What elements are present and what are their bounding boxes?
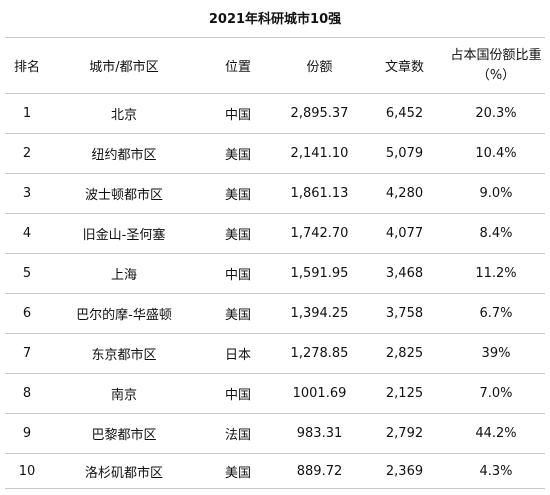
cell-articles: 3,758 xyxy=(362,293,447,334)
table-row: 6 巴尔的摩-华盛顿 美国 1,394.25 3,758 6.7% xyxy=(5,293,545,334)
cell-location: 美国 xyxy=(199,453,277,489)
cell-share: 1,861.13 xyxy=(277,173,362,214)
cell-share: 1,591.95 xyxy=(277,253,362,294)
cell-rank: 8 xyxy=(5,373,49,414)
cell-articles: 2,369 xyxy=(362,453,447,489)
table-row: 9 巴黎都市区 法国 983.31 2,792 44.2% xyxy=(5,413,545,454)
header-share: 份额 xyxy=(277,37,362,94)
header-row: 排名 城市/都市区 位置 份额 文章数 占本国份额比重（%） xyxy=(5,37,545,94)
cell-share: 1001.69 xyxy=(277,373,362,414)
cell-rank: 7 xyxy=(5,333,49,374)
table-row: 2 纽约都市区 美国 2,141.10 5,079 10.4% xyxy=(5,133,545,174)
cell-city: 东京都市区 xyxy=(49,333,199,374)
cell-city: 上海 xyxy=(49,253,199,294)
header-location: 位置 xyxy=(199,37,277,94)
cell-articles: 4,077 xyxy=(362,213,447,254)
cell-location: 日本 xyxy=(199,333,277,374)
cell-location: 美国 xyxy=(199,133,277,174)
cell-articles: 2,825 xyxy=(362,333,447,374)
cell-articles: 3,468 xyxy=(362,253,447,294)
cell-share: 1,742.70 xyxy=(277,213,362,254)
header-rank: 排名 xyxy=(5,37,49,94)
cell-pct: 7.0% xyxy=(447,373,545,414)
cell-share: 1,278.85 xyxy=(277,333,362,374)
cell-rank: 6 xyxy=(5,293,49,334)
cell-city: 洛杉矶都市区 xyxy=(49,453,199,489)
cell-location: 美国 xyxy=(199,173,277,214)
cell-city: 旧金山-圣何塞 xyxy=(49,213,199,254)
cell-share: 889.72 xyxy=(277,453,362,489)
cell-pct: 4.3% xyxy=(447,453,545,489)
cell-city: 北京 xyxy=(49,93,199,134)
cell-rank: 5 xyxy=(5,253,49,294)
cell-pct: 20.3% xyxy=(447,93,545,134)
cell-location: 美国 xyxy=(199,213,277,254)
table-row: 10 洛杉矶都市区 美国 889.72 2,369 4.3% xyxy=(5,453,545,489)
table-row: 7 东京都市区 日本 1,278.85 2,825 39% xyxy=(5,333,545,374)
cell-share: 2,141.10 xyxy=(277,133,362,174)
cell-location: 中国 xyxy=(199,373,277,414)
header-articles: 文章数 xyxy=(362,37,447,94)
cell-articles: 2,792 xyxy=(362,413,447,454)
cell-rank: 3 xyxy=(5,173,49,214)
cell-articles: 5,079 xyxy=(362,133,447,174)
cell-city: 巴黎都市区 xyxy=(49,413,199,454)
cell-location: 法国 xyxy=(199,413,277,454)
cell-location: 中国 xyxy=(199,93,277,134)
table-row: 3 波士顿都市区 美国 1,861.13 4,280 9.0% xyxy=(5,173,545,214)
cell-pct: 9.0% xyxy=(447,173,545,214)
cell-city: 南京 xyxy=(49,373,199,414)
table-row: 8 南京 中国 1001.69 2,125 7.0% xyxy=(5,373,545,414)
cell-share: 2,895.37 xyxy=(277,93,362,134)
table-row: 5 上海 中国 1,591.95 3,468 11.2% xyxy=(5,253,545,294)
cell-articles: 2,125 xyxy=(362,373,447,414)
cell-city: 纽约都市区 xyxy=(49,133,199,174)
cell-pct: 8.4% xyxy=(447,213,545,254)
header-city: 城市/都市区 xyxy=(49,37,199,94)
cell-pct: 44.2% xyxy=(447,413,545,454)
cell-pct: 11.2% xyxy=(447,253,545,294)
cell-rank: 1 xyxy=(5,93,49,134)
cell-city: 波士顿都市区 xyxy=(49,173,199,214)
ranking-table: 排名 城市/都市区 位置 份额 文章数 占本国份额比重（%） 1 北京 中国 2,89… xyxy=(5,37,545,489)
cell-share: 983.31 xyxy=(277,413,362,454)
cell-share: 1,394.25 xyxy=(277,293,362,334)
cell-pct: 6.7% xyxy=(447,293,545,334)
table-row: 1 北京 中国 2,895.37 6,452 20.3% xyxy=(5,93,545,134)
cell-rank: 4 xyxy=(5,213,49,254)
cell-city: 巴尔的摩-华盛顿 xyxy=(49,293,199,334)
cell-articles: 4,280 xyxy=(362,173,447,214)
cell-articles: 6,452 xyxy=(362,93,447,134)
cell-rank: 2 xyxy=(5,133,49,174)
cell-location: 美国 xyxy=(199,293,277,334)
cell-pct: 10.4% xyxy=(447,133,545,174)
header-pct: 占本国份额比重（%） xyxy=(447,37,545,94)
cell-rank: 10 xyxy=(5,453,49,489)
cell-location: 中国 xyxy=(199,253,277,294)
table-row: 4 旧金山-圣何塞 美国 1,742.70 4,077 8.4% xyxy=(5,213,545,254)
cell-pct: 39% xyxy=(447,333,545,374)
cell-rank: 9 xyxy=(5,413,49,454)
table-title: 2021年科研城市10强 xyxy=(208,12,342,27)
